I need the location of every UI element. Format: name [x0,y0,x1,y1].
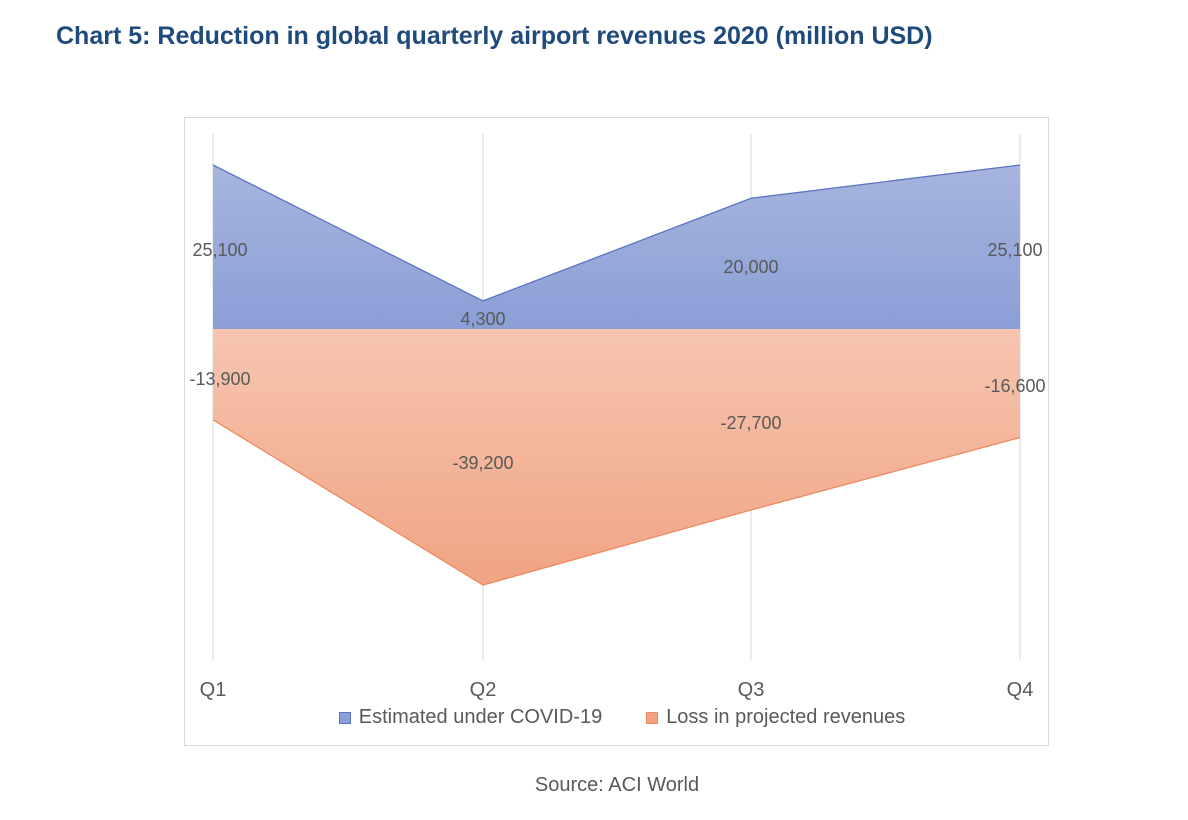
chart-title: Chart 5: Reduction in global quarterly a… [56,22,933,50]
legend-swatch-loss [646,711,659,724]
x-tick-q4: Q4 [1007,679,1034,701]
estimated-line [212,164,1021,302]
estimated-label-q1: 25,100 [192,240,247,260]
loss-label-q3: -27,700 [720,413,781,433]
loss-line [212,419,1021,586]
legend: Estimated under COVID-19 Loss in project… [0,706,1188,729]
estimated-label-q4: 25,100 [987,240,1042,260]
legend-swatch-estimated [338,711,351,724]
legend-item-estimated: Estimated under COVID-19 [338,706,603,729]
x-tick-q2: Q2 [470,679,497,701]
source-note: Source: ACI World [534,774,700,796]
estimated-area [213,165,1020,329]
data-labels: 25,100 4,300 20,000 25,100 -13,900 -39,200 -27… [189,240,1045,473]
legend-label-estimated: Estimated under COVID-19 [358,706,603,728]
x-axis-ticks: Q1 Q2 Q3 Q4 [200,679,1034,701]
loss-label-q4: -16,600 [984,376,1045,396]
series-areas [212,164,1021,586]
loss-area [213,329,1020,586]
x-tick-q1: Q1 [200,679,227,701]
legend-label-loss: Loss in projected revenues [666,706,906,728]
loss-label-q1: -13,900 [189,369,250,389]
legend-item-loss: Loss in projected revenues [646,706,905,729]
estimated-label-q3: 20,000 [723,257,778,277]
loss-label-q2: -39,200 [452,453,513,473]
estimated-label-q2: 4,300 [460,309,505,329]
x-tick-q3: Q3 [738,679,765,701]
